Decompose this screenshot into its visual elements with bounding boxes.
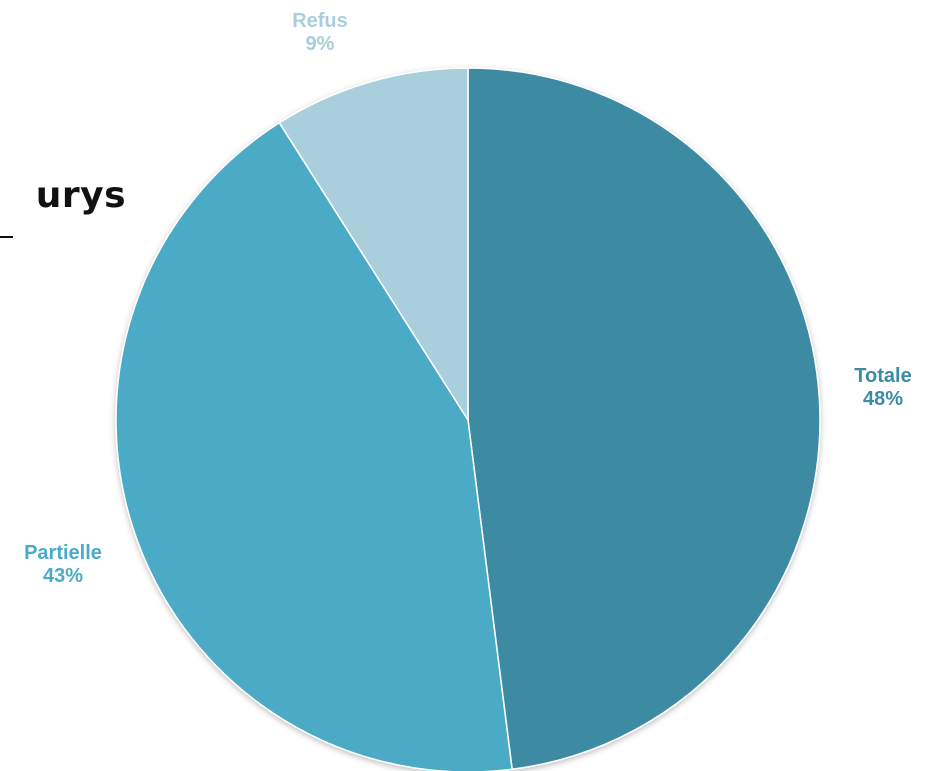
slice-name-partielle: Partielle xyxy=(24,542,102,564)
slice-label-totale: Totale 48% xyxy=(838,365,928,411)
slice-value-refus: 9% xyxy=(305,33,335,55)
page-title-fragment: urys xyxy=(35,176,126,216)
slice-value-partielle: 43% xyxy=(42,565,84,587)
slice-label-partielle: Partielle 43% xyxy=(8,542,118,588)
slice-value-totale: 48% xyxy=(862,388,904,410)
slice-name-refus: Refus xyxy=(292,10,348,32)
pie-slice-refus xyxy=(278,67,469,423)
pie-slice-totale xyxy=(467,67,821,771)
slice-label-refus: Refus 9% xyxy=(270,10,370,56)
pie-slice-partielle xyxy=(115,121,513,771)
slice-name-totale: Totale xyxy=(854,365,912,387)
title-underline xyxy=(0,236,13,238)
